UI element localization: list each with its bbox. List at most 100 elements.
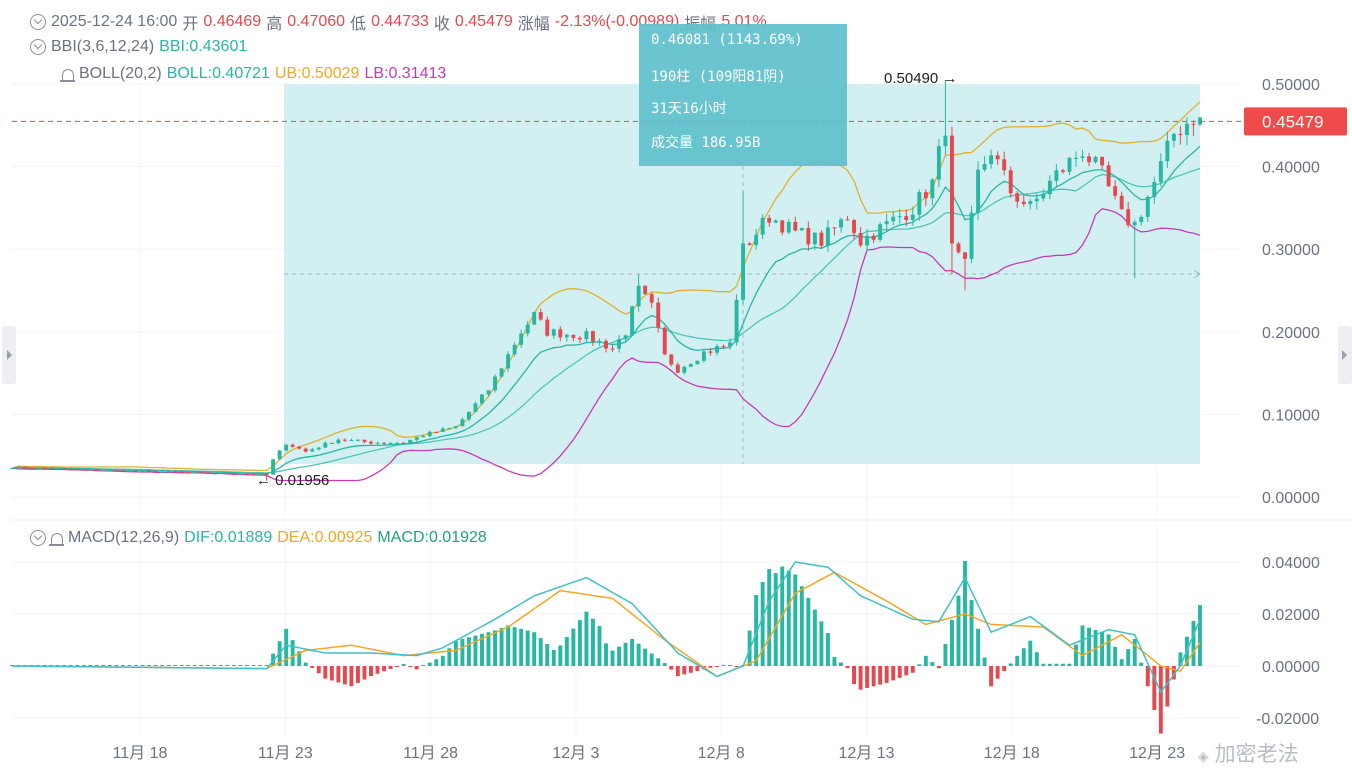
- candle: [571, 334, 576, 342]
- macd-toggle-icon[interactable]: [30, 530, 46, 546]
- candle: [1002, 151, 1007, 176]
- macd-histogram-bar: [62, 664, 67, 666]
- macd-histogram-bar: [604, 643, 608, 666]
- candle: [506, 351, 511, 373]
- candle-body: [94, 469, 99, 471]
- candle: [251, 473, 256, 476]
- macd-histogram-bar: [786, 570, 791, 666]
- candle: [199, 472, 204, 474]
- candle: [238, 474, 243, 476]
- macd-histogram-bar: [473, 635, 478, 666]
- candle: [1171, 132, 1176, 148]
- candle-body: [852, 220, 857, 234]
- macd-histogram-bar: [421, 664, 426, 666]
- candle: [1126, 201, 1131, 228]
- candle-body: [395, 442, 400, 444]
- candle: [147, 470, 152, 472]
- macd-histogram-bar: [1054, 663, 1059, 666]
- candle-body: [121, 470, 125, 472]
- macd-histogram-bar: [597, 625, 602, 666]
- candle-body: [897, 216, 902, 218]
- candle-body: [1158, 161, 1163, 183]
- candle-body: [1060, 170, 1065, 172]
- macd-histogram-bar: [493, 630, 497, 666]
- macd-histogram-bar: [486, 632, 491, 666]
- candle-body: [715, 346, 719, 353]
- candle: [493, 374, 497, 393]
- tooltip-bars: 190柱 (109阳81阴): [651, 69, 786, 85]
- candle-body: [767, 217, 772, 223]
- candle-body: [695, 360, 700, 365]
- candle-body: [342, 439, 347, 441]
- candle-body: [773, 220, 778, 223]
- left-panel-toggle[interactable]: [2, 326, 16, 384]
- macd-histogram-bar: [251, 664, 256, 666]
- macd-histogram-bar: [688, 666, 693, 673]
- candle: [127, 470, 132, 472]
- candle-body: [989, 155, 994, 165]
- boll-name[interactable]: BOLL(20,2): [79, 65, 162, 82]
- macd-bell-icon[interactable]: [49, 532, 64, 546]
- macd-histogram-bar: [218, 664, 223, 666]
- macd-histogram-bar: [819, 621, 824, 666]
- candle-body: [878, 224, 883, 240]
- candle-body: [245, 474, 249, 476]
- candle: [636, 273, 641, 312]
- candle-body: [1171, 133, 1176, 141]
- candle: [362, 439, 367, 444]
- candle: [1152, 176, 1157, 204]
- candle-body: [995, 155, 1000, 160]
- candle-body: [166, 471, 171, 473]
- macd-histogram-bar: [630, 638, 635, 666]
- candle-body: [884, 221, 889, 225]
- candle: [1184, 117, 1189, 146]
- collapse-toggle-icon[interactable]: [30, 14, 46, 30]
- bbi-legend: BBI(3,6,12,24) BBI:0.43601: [30, 38, 252, 56]
- candle-body: [963, 252, 967, 259]
- boll-mid-value: BOLL:0.40721: [166, 65, 270, 82]
- macd-histogram-bar: [1106, 634, 1111, 666]
- candle-body: [519, 333, 524, 345]
- macd-histogram-bar: [845, 666, 850, 669]
- candle: [989, 149, 994, 169]
- macd-histogram-bar: [166, 664, 171, 666]
- candle-body: [1008, 170, 1013, 194]
- candle: [538, 308, 543, 321]
- candle-body: [179, 471, 184, 473]
- candle-body: [329, 442, 334, 444]
- candle-body: [1126, 209, 1131, 226]
- bell-icon[interactable]: [60, 68, 75, 82]
- macd-histogram-bar: [995, 666, 1000, 679]
- candle-body: [721, 346, 726, 348]
- candle-body: [506, 354, 511, 369]
- boll-ub-value: UB:0.50029: [274, 65, 360, 82]
- candle: [1145, 195, 1150, 223]
- candle-body: [212, 473, 217, 475]
- macd-histogram-bar: [323, 666, 328, 679]
- price-axis-label: 0.40000: [1262, 160, 1320, 177]
- macd-histogram-bar: [904, 666, 909, 676]
- candle-body: [303, 448, 308, 452]
- candle-body: [590, 331, 595, 342]
- candle-body: [258, 473, 263, 475]
- candle-body: [401, 442, 406, 444]
- candle: [1074, 151, 1078, 167]
- candle: [36, 467, 41, 469]
- candle: [754, 228, 759, 250]
- macd-name[interactable]: MACD(12,26,9): [68, 529, 180, 546]
- macd-histogram-bar: [147, 664, 152, 666]
- candle-body: [532, 312, 537, 325]
- candle-body: [134, 470, 138, 472]
- candle-body: [969, 212, 974, 259]
- macd-histogram-bar: [42, 664, 47, 666]
- macd-axis-label: -0.02000: [1256, 711, 1319, 728]
- bbi-name[interactable]: BBI(3,6,12,24): [51, 38, 155, 55]
- right-panel-toggle[interactable]: [1338, 326, 1352, 384]
- candle-body: [199, 472, 204, 474]
- macd-histogram-bar: [212, 664, 217, 666]
- candle-body: [754, 234, 759, 246]
- bbi-toggle-icon[interactable]: [30, 39, 46, 55]
- candle: [1047, 175, 1052, 200]
- macd-histogram-bar: [36, 664, 41, 666]
- candle: [323, 441, 328, 449]
